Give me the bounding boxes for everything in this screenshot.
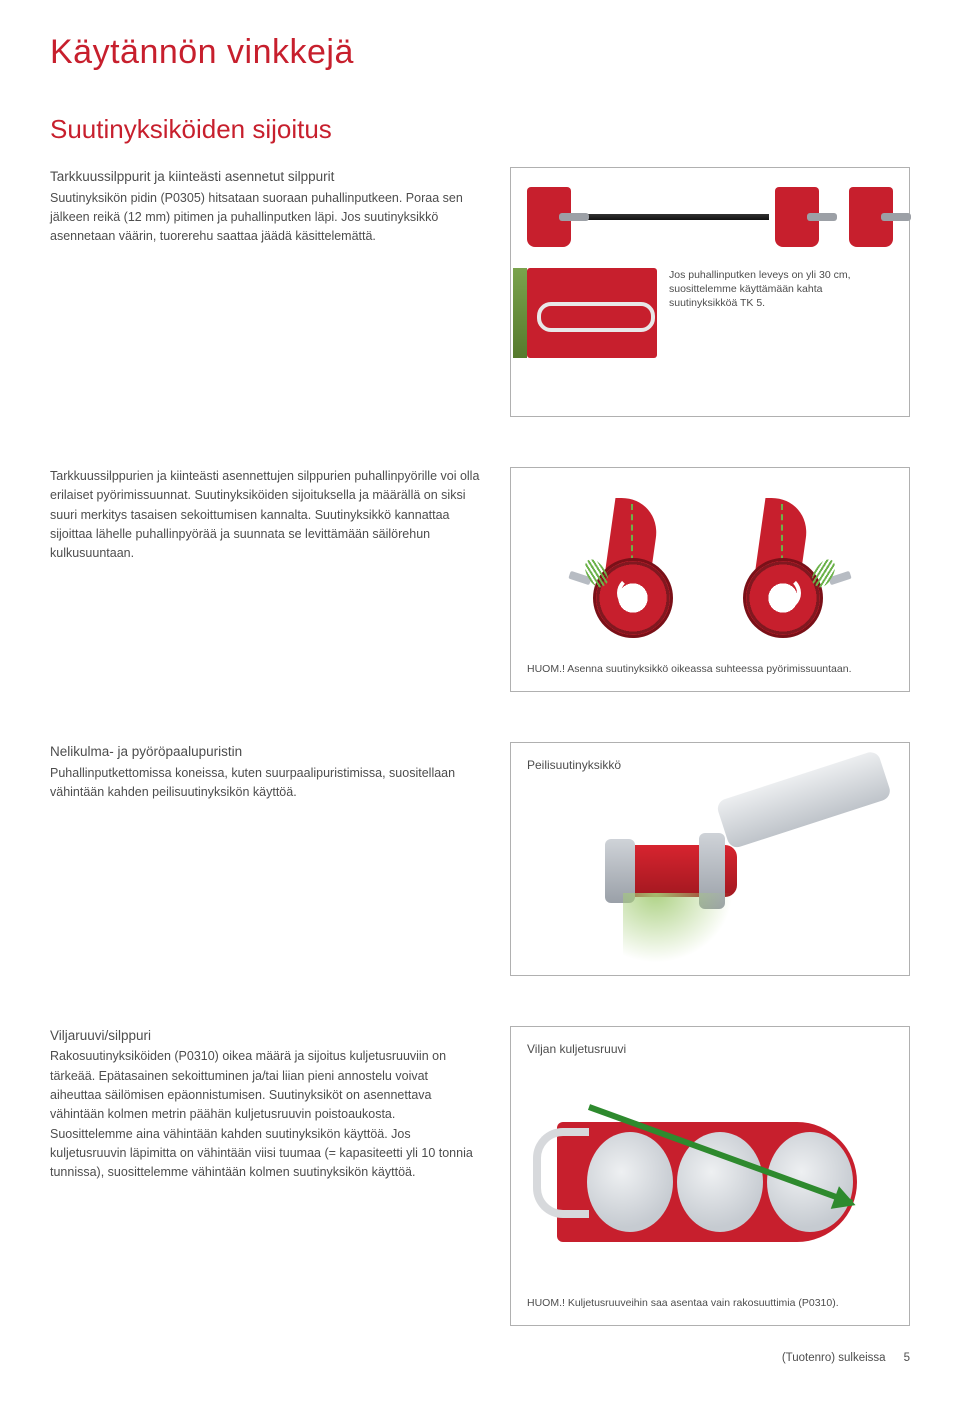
- rotation-left-icon: [575, 498, 695, 638]
- block3-illustration-box: Peilisuutinyksikkö: [510, 742, 910, 975]
- spray-cone-icon: [623, 893, 733, 963]
- block4-body: Rakosuutinyksiköiden (P0310) oikea määrä…: [50, 1047, 480, 1183]
- block4-illustration-box: Viljan kuljetusruuvi HUOM.! Kuljetusruuv…: [510, 1026, 910, 1327]
- block1-illustration-box: Jos puhallinputken leveys on yli 30 cm, …: [510, 167, 910, 417]
- block3-heading: Nelikulma- ja pyöröpaalupuristin: [50, 742, 480, 762]
- block-rotation-direction: Tarkkuussilppurien ja kiinteästi asennet…: [50, 467, 910, 692]
- block3-body: Puhallinputkettomissa koneissa, kuten su…: [50, 764, 480, 803]
- auger-inlet-hose-icon: [533, 1128, 589, 1218]
- block4-note: HUOM.! Kuljetusruuveihin saa asentaa vai…: [527, 1296, 893, 1311]
- block4-img-label: Viljan kuljetusruuvi: [527, 1041, 893, 1058]
- nozzle-with-bolt-icon: [849, 187, 893, 247]
- block4-heading: Viljaruuvi/silppuri: [50, 1026, 480, 1046]
- block1-text: Tarkkuussilppurit ja kiinteästi asennetu…: [50, 167, 480, 247]
- rotation-right-icon: [725, 498, 845, 638]
- block1-img-caption: Jos puhallinputken leveys on yli 30 cm, …: [669, 268, 893, 311]
- block-baler: Nelikulma- ja pyöröpaalupuristin Puhalli…: [50, 742, 910, 975]
- block-precision-choppers: Tarkkuussilppurit ja kiinteästi asennetu…: [50, 167, 910, 417]
- drill-shaft-icon: [577, 214, 769, 220]
- block4-text: Viljaruuvi/silppuri Rakosuutinyksiköiden…: [50, 1026, 480, 1183]
- nozzle-icon: [775, 187, 819, 247]
- block1-heading: Tarkkuussilppurit ja kiinteästi asennetu…: [50, 167, 480, 187]
- nozzle-icon: [527, 187, 571, 247]
- block2-illustration-box: HUOM.! Asenna suutinyksikkö oikeassa suh…: [510, 467, 910, 692]
- block1-body: Suutinyksikön pidin (P0305) hitsataan su…: [50, 189, 480, 247]
- block2-text: Tarkkuussilppurien ja kiinteästi asennet…: [50, 467, 480, 564]
- mirror-nozzle-diagram: [527, 801, 893, 961]
- wide-chute-diagram: Jos puhallinputken leveys on yli 30 cm, …: [527, 268, 893, 358]
- block2-body: Tarkkuussilppurien ja kiinteästi asennet…: [50, 467, 480, 564]
- section-title: Suutinyksiköiden sijoitus: [50, 111, 910, 149]
- page-footer: (Tuotenro) sulkeissa 5: [50, 1350, 910, 1367]
- rotation-diagram: [527, 488, 893, 638]
- nozzle-mount-diagram: [527, 182, 893, 252]
- page-title: Käytännön vinkkejä: [50, 28, 910, 77]
- block3-text: Nelikulma- ja pyöröpaalupuristin Puhalli…: [50, 742, 480, 802]
- auger-disc-icon: [587, 1132, 673, 1232]
- block-grain-auger: Viljaruuvi/silppuri Rakosuutinyksiköiden…: [50, 1026, 910, 1327]
- footer-note: (Tuotenro) sulkeissa: [782, 1350, 886, 1367]
- auger-disc-icon: [767, 1132, 853, 1232]
- page-number: 5: [904, 1350, 910, 1367]
- block2-note: HUOM.! Asenna suutinyksikkö oikeassa suh…: [527, 662, 893, 677]
- chute-photo-icon: [527, 268, 657, 358]
- auger-diagram: [527, 1082, 893, 1272]
